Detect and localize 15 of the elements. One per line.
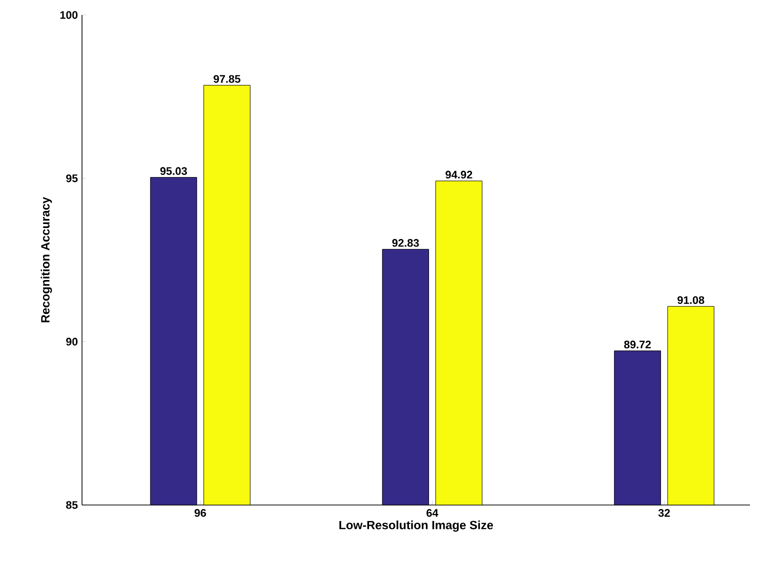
data-label: 95.03 xyxy=(160,167,187,175)
x-axis-title: Low-Resolution Image Size xyxy=(339,520,493,532)
data-label: 91.08 xyxy=(678,296,704,304)
data-label: 97.85 xyxy=(214,75,240,83)
x-tick-label: 96 xyxy=(194,509,206,517)
data-label: 92.83 xyxy=(392,239,419,247)
y-tick-label: 90 xyxy=(66,338,78,346)
x-tick-label: 32 xyxy=(658,509,670,517)
y-axis-title: Recognition Accuracy xyxy=(40,196,52,322)
y-tick-label: 100 xyxy=(60,11,78,19)
y-tick-label: 95 xyxy=(66,174,78,182)
x-tick-label: 64 xyxy=(426,509,438,517)
y-tick-label: 85 xyxy=(66,501,78,509)
data-label: 89.72 xyxy=(624,340,651,348)
data-label: 94.92 xyxy=(446,170,472,179)
